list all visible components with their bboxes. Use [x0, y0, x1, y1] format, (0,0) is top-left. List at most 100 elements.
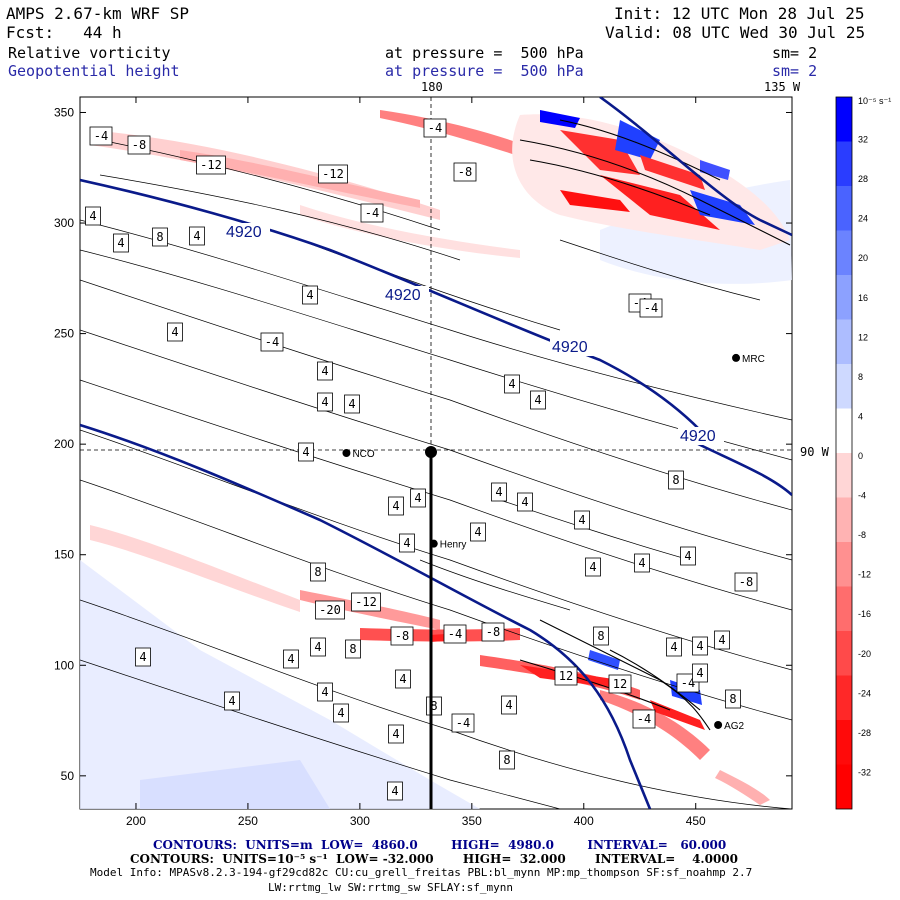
vorticity-label: 4 [495, 485, 502, 499]
vorticity-label-box [668, 470, 684, 490]
colorbar-band [836, 586, 852, 631]
vorticity-label: -4 [428, 121, 442, 135]
vorticity-label: 4 [414, 491, 421, 505]
colorbar-label: -12 [858, 570, 871, 580]
vorticity-label: -12 [322, 167, 344, 181]
vorticity-label-box [196, 155, 226, 175]
vorticity-label-box [410, 488, 426, 508]
vorticity-label: 4 [89, 209, 96, 223]
vorticity-label: 4 [337, 706, 344, 720]
field1-smooth: sm= 2 [772, 44, 818, 62]
x-tick-label: 350 [462, 814, 482, 828]
colorbar-label: 0 [858, 451, 863, 461]
vorticity-label-box [692, 663, 708, 683]
vorticity-label: 4 [508, 377, 515, 391]
stations: NCO MRC Henry AG2 [342, 353, 765, 732]
colorbar-band [836, 408, 852, 453]
vorticity-label: 4 [321, 395, 328, 409]
colorbar-label: 8 [858, 372, 863, 382]
colorbar-band [836, 230, 852, 275]
geopotential-label: 4920 [226, 224, 262, 241]
colorbar-units: 10⁻⁵ s⁻¹ [858, 96, 891, 106]
vorticity-label: 12 [559, 669, 573, 683]
vorticity-label-box [310, 562, 326, 582]
vorticity-label-box [85, 206, 101, 226]
vorticity-label-box [189, 226, 205, 246]
vorticity-label: 4 [403, 536, 410, 550]
colorbar-label: -16 [858, 609, 871, 619]
vorticity-label: -4 [365, 206, 379, 220]
vorticity-label-box [388, 496, 404, 516]
vorticity-label: -4 [265, 335, 279, 349]
vorticity-label-box [504, 374, 520, 394]
vorticity-label-box [360, 203, 384, 223]
vorticity-label: -4 [456, 716, 470, 730]
vorticity-label-box [451, 713, 475, 733]
vorticity-label: -4 [644, 301, 658, 315]
vorticity-label: 4 [321, 685, 328, 699]
vorticity-label: 8 [314, 565, 321, 579]
geopotential-label: 4920 [552, 339, 588, 356]
vorticity-label-box [344, 394, 360, 414]
station-marker [732, 353, 741, 362]
vorticity-label-box [608, 674, 632, 694]
vorticity-label-box [554, 666, 578, 686]
vorticity-label-box [470, 522, 486, 542]
vorticity-label-box [224, 691, 240, 711]
colorbar-band [836, 542, 852, 587]
colorbar-label: 24 [858, 214, 868, 224]
vorticity-label-box [345, 639, 361, 659]
geopotential-label: 4920 [680, 428, 716, 445]
colorbar-band [836, 497, 852, 542]
model-title: AMPS 2.67-km WRF SP [6, 4, 190, 23]
colorbar-band [836, 675, 852, 720]
field1-level: at pressure = 500 hPa [385, 44, 584, 62]
vorticity-label: 4 [589, 560, 596, 574]
x-tick-label: 450 [686, 814, 706, 828]
vorticity-label: 4 [534, 393, 541, 407]
colorbar-label: -8 [858, 530, 866, 540]
vorticity-label: 8 [349, 642, 356, 656]
vorticity-label: 4 [302, 445, 309, 459]
vorticity-label-box [302, 285, 318, 305]
upper-right-storm [512, 110, 790, 250]
vorticity-label-box [315, 600, 345, 620]
vorticity-label-box [317, 361, 333, 381]
vorticity-label-box [634, 553, 650, 573]
vorticity-label-box [395, 669, 411, 689]
vorticity-label-box [388, 724, 404, 744]
vorticity-label-box [585, 557, 601, 577]
vorticity-label-box [639, 298, 663, 318]
y-tick-label: 350 [54, 105, 74, 119]
vorticity-label: 8 [503, 753, 510, 767]
vorticity-label-box [283, 649, 299, 669]
colorbar-band [836, 764, 852, 809]
vorticity-label: 8 [156, 230, 163, 244]
vorticity-label-box [501, 695, 517, 715]
lon-135w-label: 135 W [764, 80, 801, 94]
y-tick-label: 100 [54, 658, 74, 672]
geopotential-label: 4920 [385, 287, 421, 304]
vorticity-label-box [499, 750, 515, 770]
x-tick-label: 250 [238, 814, 258, 828]
vorticity-label-box [680, 546, 696, 566]
vorticity-label: 4 [306, 288, 313, 302]
vorticity-label: -8 [132, 138, 146, 152]
vorticity-label: 4 [193, 229, 200, 243]
geopotential-label-bg [550, 338, 596, 356]
lon-180-label: 180 [421, 80, 443, 94]
vorticity-label: 8 [430, 699, 437, 713]
field2-smooth: sm= 2 [772, 62, 818, 80]
vorticity-label-box [135, 647, 151, 667]
vorticity-label: -4 [94, 129, 108, 143]
vorticity-label-box [167, 322, 183, 342]
vorticity-label: -4 [637, 712, 651, 726]
colorbar-band [836, 319, 852, 364]
station-label: Henry [440, 540, 467, 551]
colorbar-label: -32 [858, 767, 871, 777]
axes: 200 250 300 350 400 450 350 300 250 200 150 100 50 [54, 97, 792, 828]
vorticity-label-box [318, 164, 348, 184]
vorticity-label: -12 [355, 595, 377, 609]
vorticity-label-box [89, 126, 113, 146]
vorticity-label: -8 [395, 629, 409, 643]
